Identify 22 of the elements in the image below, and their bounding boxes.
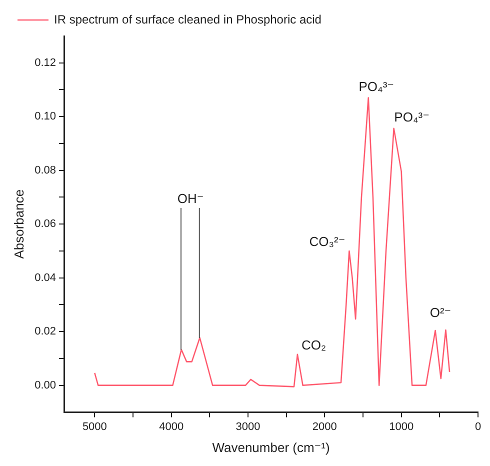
x-tick-label: 3000 bbox=[236, 420, 260, 433]
annotation: O²⁻ bbox=[430, 305, 452, 320]
x-axis-title: Wavenumber (cm⁻¹) bbox=[212, 440, 330, 455]
y-tick-label: 0.12 bbox=[34, 56, 56, 69]
y-tick-label: 0.00 bbox=[34, 379, 56, 392]
annotation: CO₃²⁻ bbox=[309, 234, 346, 250]
x-tick-label: 1000 bbox=[389, 420, 414, 433]
y-tick-label: 0.10 bbox=[34, 110, 56, 123]
y-tick-label: 0.06 bbox=[34, 218, 56, 230]
x-tick-label: 5000 bbox=[82, 420, 107, 433]
x-tick-label: 0 bbox=[474, 420, 482, 433]
legend-label: IR spectrum of surface cleaned in Phosphoric acid bbox=[54, 12, 322, 26]
y-tick-label: 0.02 bbox=[34, 326, 56, 338]
y-tick-label: 0.04 bbox=[34, 272, 56, 284]
annotation: CO₂ bbox=[301, 338, 326, 353]
x-tick-label: 2000 bbox=[312, 420, 337, 433]
annotation: PO₄³⁻ bbox=[358, 78, 394, 94]
y-axis-title: Absorbance bbox=[11, 189, 26, 259]
y-tick-label: 0.08 bbox=[34, 164, 56, 176]
annotation: PO₄³⁻ bbox=[394, 110, 430, 125]
x-tick-label: 4000 bbox=[159, 420, 184, 433]
annotation: OH⁻ bbox=[177, 190, 204, 206]
